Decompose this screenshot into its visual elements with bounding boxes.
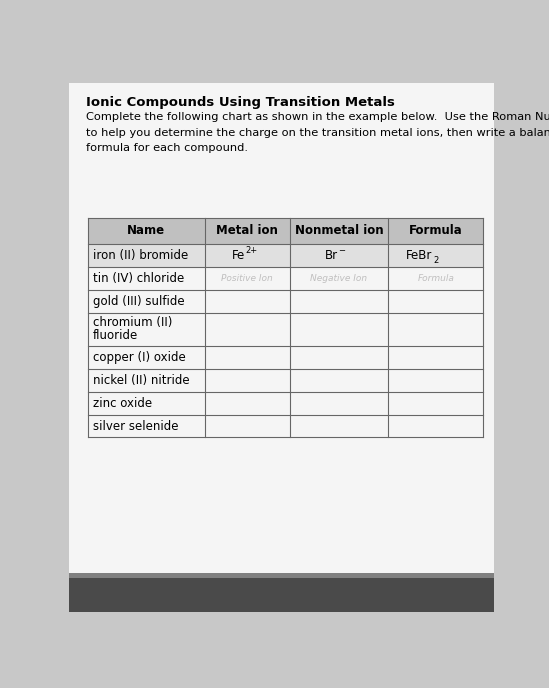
Text: Complete the following chart as shown in the example below.  Use the Roman Numer: Complete the following chart as shown in… xyxy=(87,111,549,122)
Text: nickel (II) nitride: nickel (II) nitride xyxy=(93,374,189,387)
Text: silver selenide: silver selenide xyxy=(93,420,178,433)
Text: Br: Br xyxy=(324,249,338,262)
Text: iron (II) bromide: iron (II) bromide xyxy=(93,249,188,262)
Text: chromium (II): chromium (II) xyxy=(93,316,172,330)
Text: tin (IV) chloride: tin (IV) chloride xyxy=(93,272,184,285)
Text: Formula: Formula xyxy=(418,274,455,283)
Text: zinc oxide: zinc oxide xyxy=(93,396,152,409)
Text: copper (I) oxide: copper (I) oxide xyxy=(93,350,186,363)
Text: fluoride: fluoride xyxy=(93,329,138,342)
Text: Negative Ion: Negative Ion xyxy=(311,274,368,283)
Text: 2: 2 xyxy=(433,257,439,266)
Text: Nonmetal ion: Nonmetal ion xyxy=(295,224,383,237)
Text: gold (III) sulfide: gold (III) sulfide xyxy=(93,295,184,308)
Bar xyxy=(69,578,494,612)
Text: Ionic Compounds Using Transition Metals: Ionic Compounds Using Transition Metals xyxy=(87,96,395,109)
Text: 2+: 2+ xyxy=(246,246,258,255)
Text: FeBr: FeBr xyxy=(406,249,433,262)
Bar xyxy=(88,217,484,244)
Text: Name: Name xyxy=(127,224,165,237)
Bar xyxy=(88,244,484,267)
Text: Metal ion: Metal ion xyxy=(216,224,278,237)
Text: formula for each compound.: formula for each compound. xyxy=(87,144,249,153)
Text: −: − xyxy=(339,246,346,255)
Text: Formula: Formula xyxy=(409,224,463,237)
Text: Positive Ion: Positive Ion xyxy=(221,274,273,283)
Text: Fe: Fe xyxy=(232,249,245,262)
Text: to help you determine the charge on the transition metal ions, then write a bala: to help you determine the charge on the … xyxy=(87,127,549,138)
Bar xyxy=(69,572,494,578)
